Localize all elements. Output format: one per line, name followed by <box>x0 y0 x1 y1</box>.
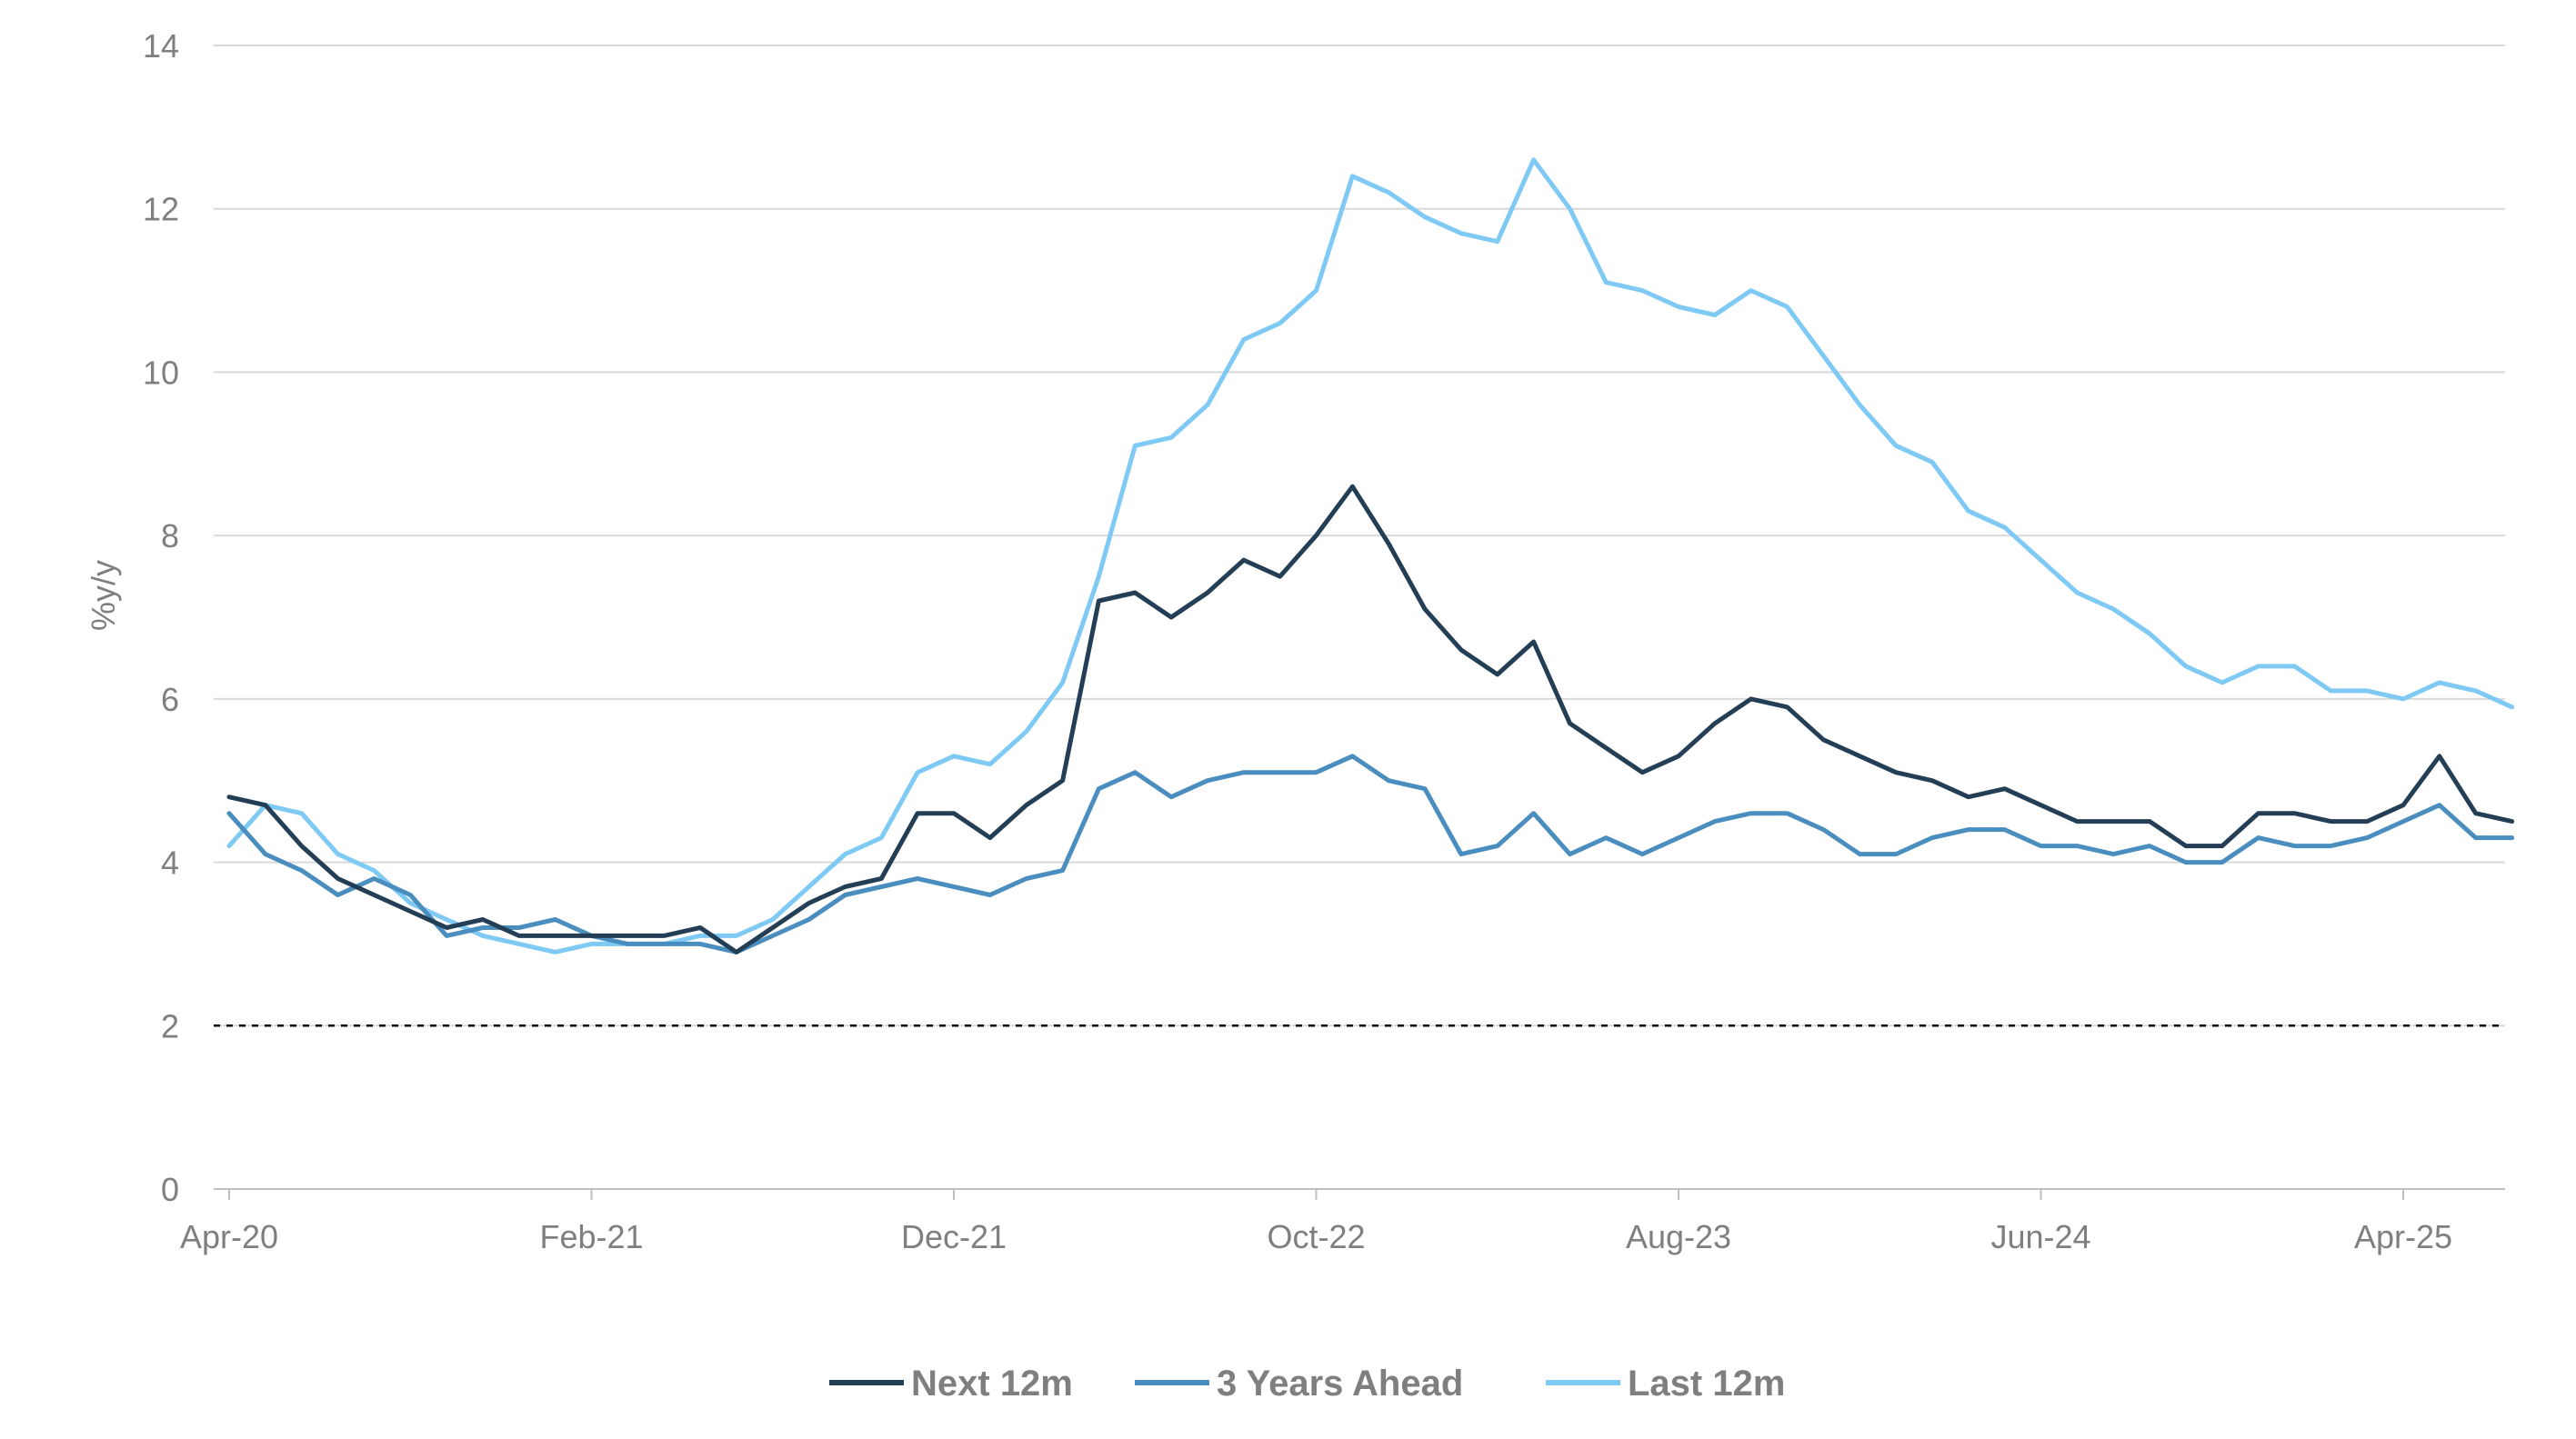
x-tick-label: Jun-24 <box>1990 1218 2090 1255</box>
y-tick-label: 0 <box>161 1171 179 1208</box>
x-tick-label: Feb-21 <box>539 1218 643 1255</box>
y-tick-label: 14 <box>143 27 179 65</box>
y-tick-label: 8 <box>161 517 179 555</box>
x-tick-label: Apr-20 <box>180 1218 278 1255</box>
y-tick-label: 4 <box>161 844 179 882</box>
legend-label: 3 Years Ahead <box>1217 1364 1463 1404</box>
x-tick-label: Dec-21 <box>901 1218 1007 1255</box>
x-tick-label: Aug-23 <box>1626 1218 1731 1255</box>
series-line-next-12m <box>226 484 2515 954</box>
legend: Next 12m 3 Years Ahead Last 12m <box>829 1364 1785 1404</box>
y-tick-label: 2 <box>161 1007 179 1044</box>
series-line-3-years-ahead <box>226 754 2515 954</box>
x-axis-tick-labels: Apr-20 Feb-21 Dec-21 Oct-22 Aug-23 Jun-24 Apr-… <box>180 1218 2452 1255</box>
x-tick-label: Oct-22 <box>1267 1218 1365 1255</box>
series-lines <box>226 157 2515 954</box>
series-line-last-12m <box>226 157 2515 954</box>
y-tick-label: 12 <box>143 191 179 228</box>
legend-label: Next 12m <box>911 1364 1073 1404</box>
x-axis <box>214 1188 2505 1200</box>
x-tick-label: Apr-25 <box>2354 1218 2452 1255</box>
y-tick-label: 10 <box>143 354 179 391</box>
y-tick-label: 6 <box>161 681 179 718</box>
gridlines <box>214 45 2505 1027</box>
legend-label: Last 12m <box>1628 1364 1785 1404</box>
y-axis-title: %y/y <box>85 560 122 631</box>
y-axis-tick-labels: 0 2 4 6 8 10 12 14 <box>143 27 179 1208</box>
